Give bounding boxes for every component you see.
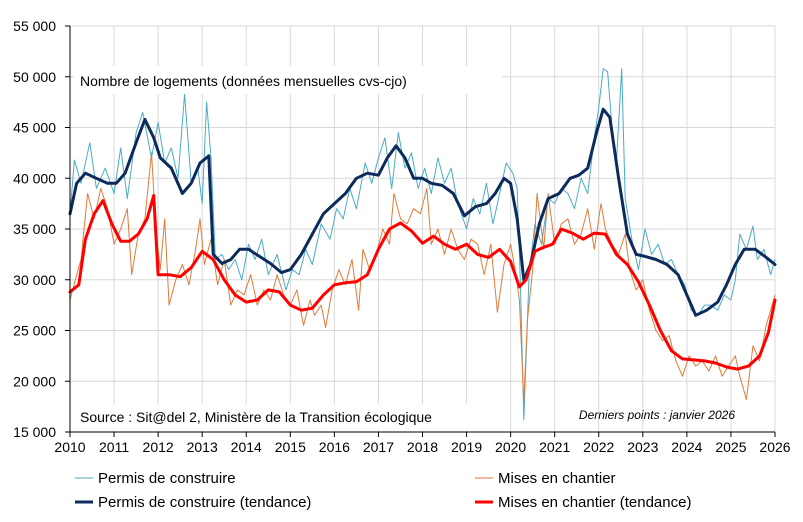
y-tick-label: 35 000 <box>13 221 56 237</box>
x-tick-label: 2018 <box>407 439 438 455</box>
series-line-permis-de-construire-tendance <box>68 107 777 317</box>
x-tick-label: 2022 <box>583 439 614 455</box>
y-tick-label: 25 000 <box>13 323 56 339</box>
y-tick-label: 45 000 <box>13 120 56 136</box>
legend-label: Permis de construire (tendance) <box>98 494 311 511</box>
series-line-mises-en-chantier <box>69 152 776 403</box>
x-tick-label: 2010 <box>54 439 85 455</box>
x-tick-label: 2019 <box>451 439 482 455</box>
y-tick-label: 40 000 <box>13 170 56 186</box>
y-tick-label: 55 000 <box>13 18 56 34</box>
series-line-permis-de-construire <box>69 68 776 421</box>
series-group <box>68 68 777 421</box>
y-axis: 15 000 20 000 25 000 30 000 35 000 40 000 45 0… <box>13 18 70 440</box>
x-tick-label: 2020 <box>495 439 526 455</box>
y-tick-label: 15 000 <box>13 424 56 440</box>
y-tick-label: 20 000 <box>13 373 56 389</box>
title-box <box>74 66 502 94</box>
x-tick-label: 2025 <box>715 439 746 455</box>
legend: Permis de construire Mises en chantier Per… <box>75 470 691 511</box>
x-tick-label: 2024 <box>671 439 702 455</box>
x-tick-label: 2017 <box>363 439 394 455</box>
legend-label: Mises en chantier (tendance) <box>498 494 691 511</box>
x-tick-label: 2016 <box>319 439 350 455</box>
x-tick-label: 2021 <box>539 439 570 455</box>
x-tick-label: 2026 <box>759 439 790 455</box>
legend-label: Permis de construire <box>98 470 236 487</box>
x-tick-label: 2013 <box>187 439 218 455</box>
x-tick-label: 2014 <box>231 439 262 455</box>
series-line-mises-en-chantier-tendance <box>68 194 777 371</box>
chart-title: Nombre de logements (données mensuelles … <box>80 73 407 89</box>
y-tick-label: 30 000 <box>13 272 56 288</box>
x-axis: 2010 2011 2012 2013 2014 2015 2016 2017 2018 2019… <box>54 432 791 455</box>
legend-label: Mises en chantier <box>498 470 616 487</box>
y-tick-label: 50 000 <box>13 69 56 85</box>
x-tick-label: 2015 <box>275 439 306 455</box>
source-text: Source : Sit@del 2, Ministère de la Tran… <box>80 409 432 425</box>
x-tick-label: 2011 <box>99 439 129 455</box>
x-tick-label: 2023 <box>627 439 658 455</box>
source-box <box>74 404 484 430</box>
last-point-note: Derniers points : janvier 2026 <box>579 408 735 422</box>
x-tick-label: 2012 <box>143 439 174 455</box>
